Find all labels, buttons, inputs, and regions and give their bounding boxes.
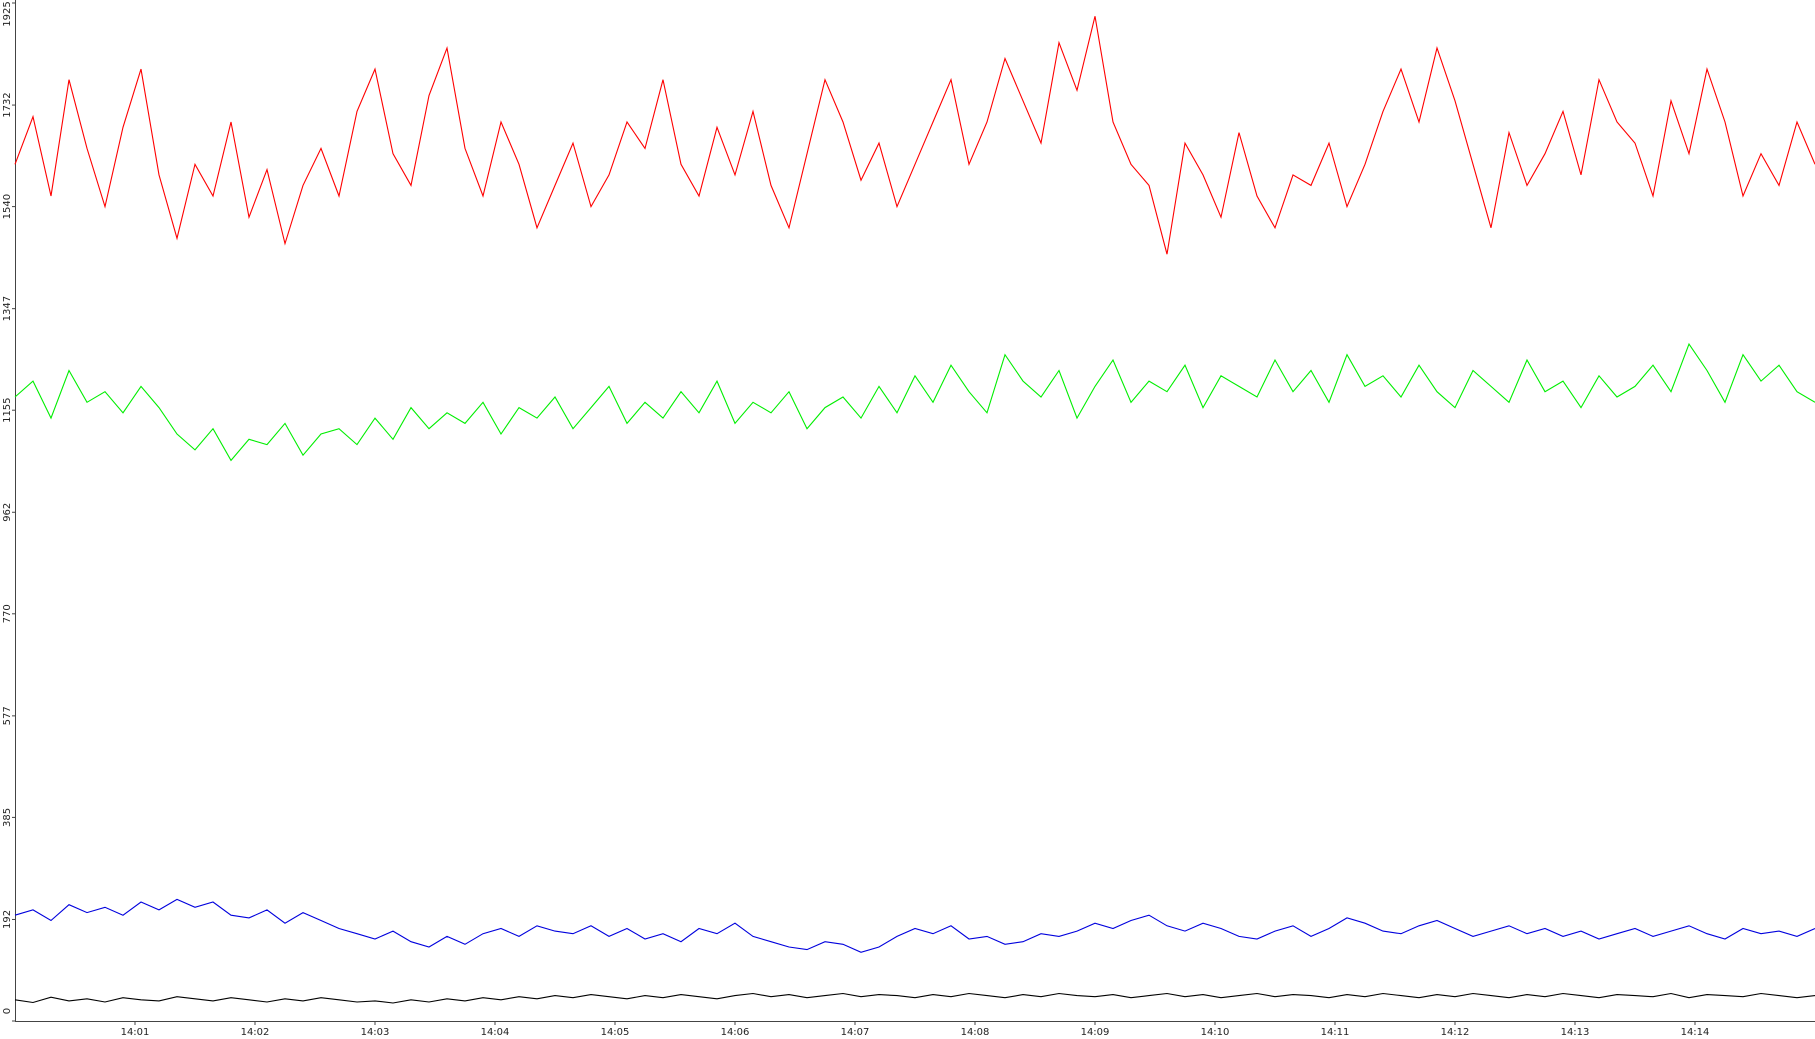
y-tick-label: 192 [2,910,13,929]
x-tick-label: 14:03 [361,1027,390,1038]
x-tick-label: 14:13 [1561,1027,1590,1038]
y-tick-label: 962 [2,503,13,522]
series-line [14,898,1815,953]
x-tick-label: 14:07 [841,1027,870,1038]
y-tick-label: 1540 [2,194,13,219]
y-tick-label: 770 [2,604,13,623]
series-line [14,342,1815,462]
x-tick-label: 14:09 [1081,1027,1110,1038]
y-tick-label: 0 [2,1008,13,1014]
x-tick-label: 14:05 [601,1027,630,1038]
x-tick-label: 14:02 [241,1027,270,1038]
x-tick-label: 14:01 [121,1027,150,1038]
y-tick-label: 1925 [2,1,13,26]
series-line [14,16,1815,255]
x-tick-label: 14:14 [1681,1027,1710,1038]
x-tick-label: 14:11 [1321,1027,1350,1038]
y-tick-label: 1155 [2,397,13,422]
series-line [14,992,1815,1004]
x-tick-label: 14:04 [481,1027,510,1038]
x-tick-label: 14:06 [721,1027,750,1038]
y-tick-label: 385 [2,808,13,827]
x-tick-label: 14:12 [1441,1027,1470,1038]
x-tick-label: 14:10 [1201,1027,1230,1038]
y-tick-label: 1347 [2,296,13,321]
y-tick-label: 1732 [2,92,13,117]
x-tick-label: 14:08 [961,1027,990,1038]
y-tick-label: 577 [2,706,13,725]
